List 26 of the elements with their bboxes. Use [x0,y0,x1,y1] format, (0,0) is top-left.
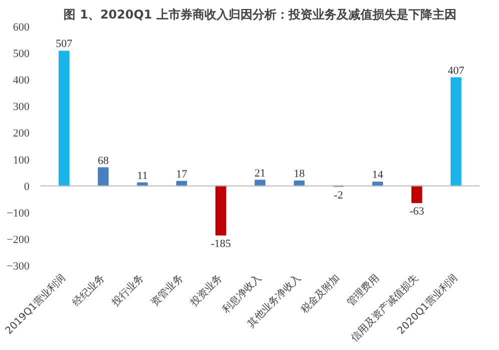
y-tick-label: 400 [13,74,30,87]
x-tick-label: 投行业务 [108,272,146,310]
y-tick-label: −300 [6,260,30,272]
y-tick-label: 200 [13,128,30,140]
y-tick-label: 100 [13,154,30,166]
data-label: 21 [254,167,266,180]
data-label: 14 [372,169,384,182]
data-label: 68 [98,154,110,167]
y-tick-label: −200 [6,234,30,246]
y-tick-label: 0 [24,180,30,193]
data-label: -63 [409,206,425,218]
data-label: 18 [294,168,306,180]
data-label: -2 [334,189,343,202]
data-label: 17 [176,168,188,180]
data-label: 507 [56,38,73,50]
y-tick-label: 300 [13,101,30,114]
y-tick-label: 600 [13,22,30,34]
chart-title: 图 1、2020Q1 上市券商收入归因分析：投资业务及减值损失是下降主因 [64,8,456,22]
data-label: -185 [210,238,232,250]
x-tick-label: 税金及附加 [298,272,342,316]
x-tick-label: 资管业务 [148,272,186,309]
y-tick-label: 500 [13,48,30,60]
x-tick-label: 经纪业务 [70,272,108,309]
data-label: 11 [137,170,148,182]
y-tick-label: −100 [6,207,30,220]
data-label: 407 [448,64,465,77]
